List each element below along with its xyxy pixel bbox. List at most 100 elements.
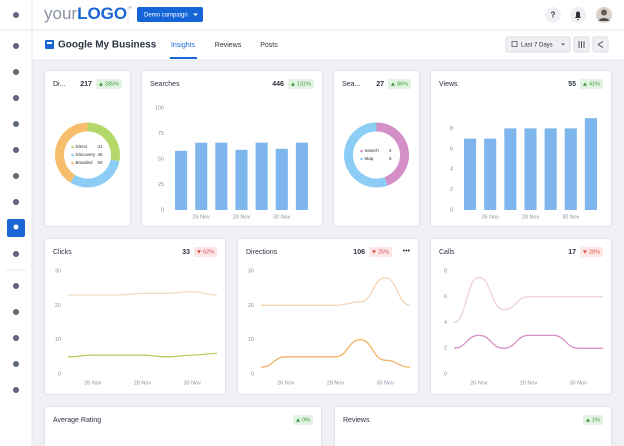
summary-card: Reviews 1% <box>334 406 612 446</box>
x-tick-label: 26 Nov <box>84 380 102 386</box>
nav-icon[interactable] <box>13 147 19 153</box>
active-tab-indicator <box>170 57 197 59</box>
legend-value: 41 <box>97 144 103 149</box>
y-tick-label: 2 <box>450 187 453 193</box>
x-tick-label: 30 Nov <box>183 380 201 386</box>
line-series <box>67 290 218 296</box>
card <box>44 238 226 395</box>
logo: yourLOGO™ <box>44 4 132 23</box>
card-title: Clicks <box>53 249 72 256</box>
line-card: Directions ••• 25% 106 0 10 20 30 26 Nov 28 Nov 30… <box>237 238 419 395</box>
bar <box>484 138 497 210</box>
campaign-label[interactable]: Demo campaign <box>144 12 188 18</box>
nav-icon[interactable] <box>13 283 19 289</box>
change-badge <box>368 247 392 257</box>
bar <box>215 142 228 210</box>
help-button[interactable] <box>545 7 561 23</box>
change-label: 86% <box>397 81 408 87</box>
nav-icon[interactable] <box>13 69 19 75</box>
nav-icon[interactable] <box>13 309 19 315</box>
date-button[interactable]: Last 7 Days <box>505 36 571 53</box>
card-title: Average Rating <box>53 417 101 424</box>
donut-card: Sea... 86% 27 Search 4 Map 5 <box>333 70 420 227</box>
logo-tm: ™ <box>127 6 132 12</box>
tab[interactable]: Reviews <box>215 42 242 49</box>
avatar-head <box>601 9 607 16</box>
line-series <box>260 277 411 306</box>
columns-icon[interactable] <box>578 41 585 48</box>
card <box>44 406 322 446</box>
campaign-button[interactable]: Demo campaign <box>137 7 203 22</box>
tab[interactable]: Posts <box>260 42 278 49</box>
change-badge <box>293 415 313 425</box>
bar <box>524 128 537 210</box>
legend-value: 5 <box>389 156 392 161</box>
card-total: 106 <box>353 249 365 256</box>
card-total: 55 <box>568 81 576 88</box>
tab[interactable]: Insights <box>171 42 196 49</box>
change-label: 28% <box>589 249 600 255</box>
nav-icon[interactable] <box>13 335 19 341</box>
y-tick-label: 30 <box>55 268 61 274</box>
nav-icon[interactable] <box>13 361 19 367</box>
y-tick-label: 30 <box>248 268 254 274</box>
bar <box>504 128 517 210</box>
x-tick-label: 26 Nov <box>481 214 499 220</box>
nav-icon[interactable] <box>13 251 19 257</box>
card-menu[interactable]: ••• <box>403 248 411 255</box>
change-arrow <box>290 82 295 86</box>
tabs: Insights Reviews Posts <box>171 42 278 49</box>
y-tick-label: 0 <box>161 207 164 213</box>
legend-label: Direct <box>76 144 89 149</box>
caret[interactable] <box>193 13 198 17</box>
line-series <box>67 352 218 358</box>
x-tick-label: 30 Nov <box>273 214 291 220</box>
change-label: 285% <box>105 81 119 87</box>
bar <box>235 149 248 210</box>
card-title: Calls <box>439 249 455 256</box>
date-bg[interactable] <box>505 36 571 53</box>
date-label[interactable]: Last 7 Days <box>521 43 553 49</box>
page-title: Google My Business <box>58 40 157 51</box>
nav-icon[interactable] <box>13 12 19 18</box>
y-tick-label: 100 <box>155 105 164 111</box>
legend-dot <box>360 149 363 153</box>
nav-icon[interactable] <box>13 387 19 393</box>
nav-icon[interactable] <box>13 199 19 205</box>
nav-icon[interactable] <box>13 224 19 230</box>
bar <box>175 150 188 210</box>
bell-icon[interactable] <box>575 11 581 21</box>
x-tick-label: 28 Nov <box>134 380 152 386</box>
calendar-icon[interactable] <box>511 41 518 47</box>
nav-icon[interactable] <box>13 173 19 179</box>
y-tick-label: 8 <box>444 268 447 274</box>
legend-dot <box>360 157 363 161</box>
bar <box>255 142 268 210</box>
x-tick-label: 26 Nov <box>277 380 295 386</box>
nav-icon[interactable] <box>13 95 19 101</box>
nav-icon[interactable] <box>13 43 19 49</box>
y-tick-label: 10 <box>248 337 254 343</box>
card-title: Searches <box>150 81 180 88</box>
share-button[interactable] <box>592 36 609 53</box>
y-tick-label: 10 <box>55 337 61 343</box>
help-icon[interactable]: ? <box>551 11 556 20</box>
campaign-bg[interactable] <box>137 7 203 22</box>
bar <box>275 148 288 210</box>
change-badge <box>579 247 603 257</box>
card <box>44 70 131 227</box>
nav-icon[interactable] <box>13 121 19 127</box>
change-label: 131% <box>297 81 311 87</box>
share-icon[interactable] <box>597 41 604 48</box>
change-arrow <box>98 82 103 86</box>
card-title: Di... <box>53 81 66 88</box>
caret[interactable] <box>561 43 565 46</box>
bar <box>564 128 577 210</box>
change-badge <box>583 415 603 425</box>
bar <box>295 142 308 210</box>
bar-card: Views 41% 55 0 2 4 6 8 26 Nov 28 Nov 30 Nov <box>430 70 612 227</box>
summary-card: Average Rating 0% <box>44 406 322 446</box>
card-title: Directions <box>246 249 278 256</box>
